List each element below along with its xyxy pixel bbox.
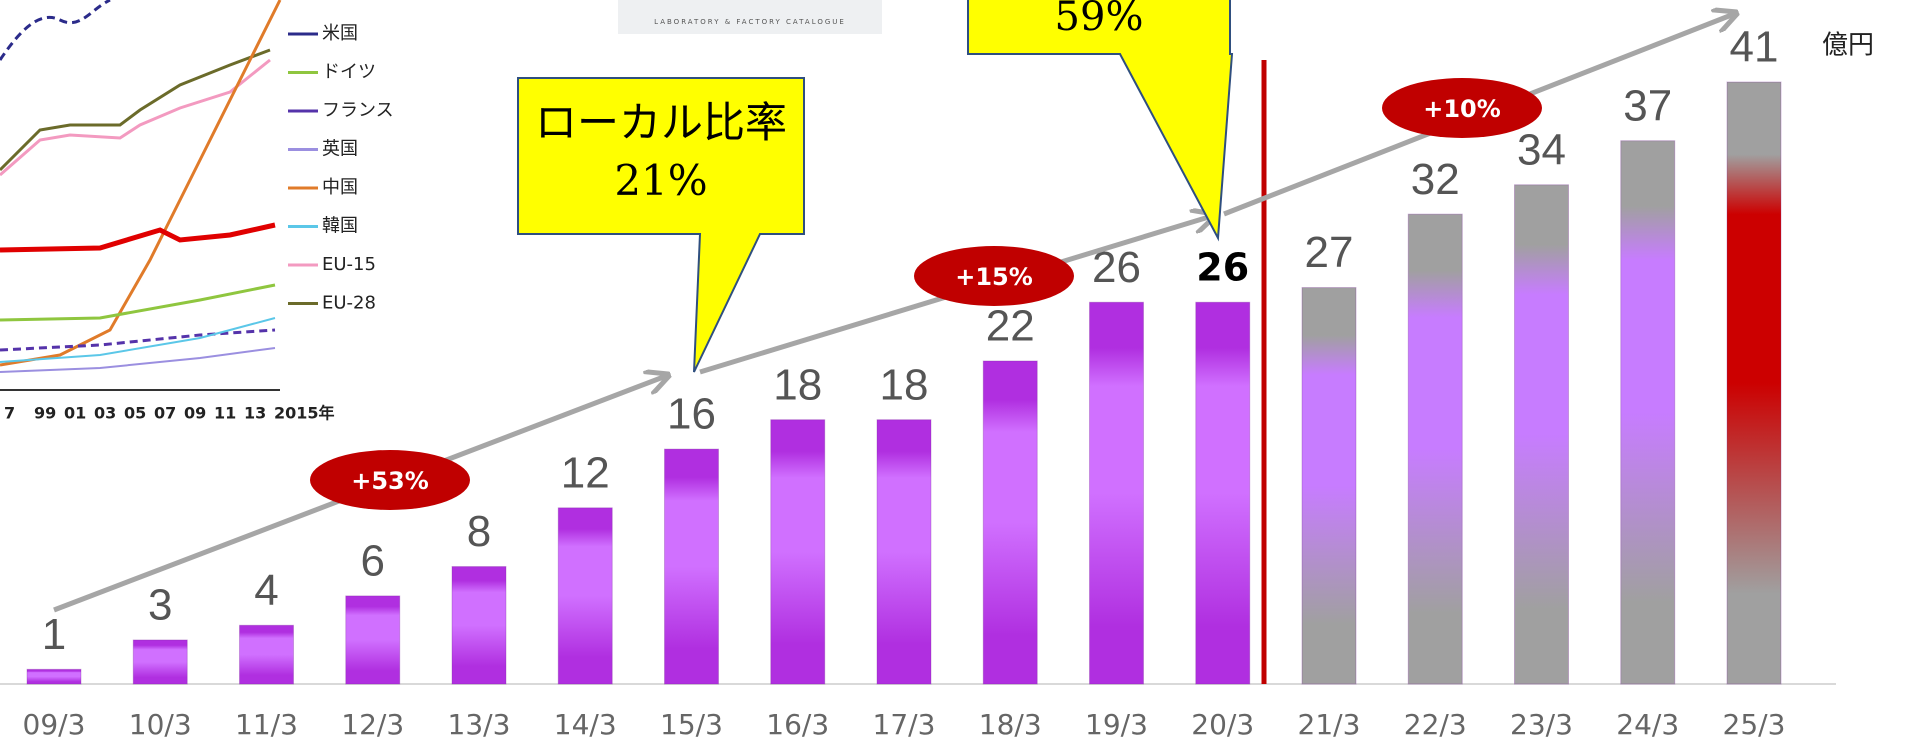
decoration — [0, 0, 111, 61]
bar — [664, 448, 719, 685]
decoration — [0, 48, 271, 172]
callout-text: ローカル比率 — [535, 98, 787, 147]
legend-label: EU-15 — [322, 254, 376, 275]
inset-x-tick: 07 — [154, 404, 176, 423]
growth-badge — [1382, 78, 1542, 138]
growth-label: +10% — [1423, 95, 1501, 123]
bar — [1514, 184, 1569, 685]
value-label: 22 — [986, 302, 1035, 351]
value-label: 8 — [467, 507, 491, 556]
inset-x-tick: 05 — [124, 404, 146, 423]
x-tick-label: 22/3 — [1404, 708, 1467, 741]
x-tick-label: 25/3 — [1723, 708, 1786, 741]
x-tick-label: 11/3 — [235, 708, 298, 741]
x-tick-label: 17/3 — [873, 708, 936, 741]
value-label: 6 — [361, 537, 385, 586]
growth-label: +53% — [351, 467, 429, 495]
decoration — [0, 328, 276, 352]
bar — [132, 639, 188, 685]
callout-text: 59% — [1055, 0, 1144, 40]
value-label: 27 — [1305, 228, 1354, 277]
growth-badge — [914, 246, 1074, 306]
x-tick-label: 20/3 — [1191, 708, 1254, 741]
value-label: 41 — [1730, 23, 1779, 72]
growth-label: +15% — [955, 263, 1033, 291]
value-label: 34 — [1517, 125, 1566, 174]
inset-x-tick: 09 — [184, 404, 206, 423]
legend-label: 米国 — [322, 23, 358, 44]
bar — [1407, 213, 1463, 685]
decoration — [0, 283, 276, 322]
x-tick-label: 12/3 — [341, 708, 404, 741]
inset-x-tick: 2015年 — [274, 404, 335, 423]
value-label: 16 — [667, 390, 716, 439]
value-label: 18 — [880, 360, 929, 409]
bar — [1301, 287, 1357, 685]
decoration — [0, 222, 276, 253]
catalogue-image — [618, 0, 882, 34]
bar — [982, 360, 1038, 685]
value-label: 18 — [773, 360, 822, 409]
legend-label: EU-28 — [322, 293, 376, 314]
decoration — [0, 347, 276, 373]
legend-label: フランス — [322, 100, 394, 121]
legend-label: 韓国 — [322, 216, 358, 237]
bar — [1726, 81, 1782, 685]
bar — [1620, 140, 1676, 685]
callout — [517, 77, 805, 373]
x-tick-label: 14/3 — [554, 708, 617, 741]
bar — [876, 419, 932, 685]
bar — [770, 419, 826, 685]
legend-label: ドイツ — [322, 62, 376, 83]
x-tick-label: 19/3 — [1085, 708, 1148, 741]
bar — [345, 595, 401, 685]
decoration — [0, 0, 282, 367]
inset-x-tick: 11 — [214, 404, 236, 423]
x-tick-label: 10/3 — [129, 708, 192, 741]
inset-x-tick: 13 — [244, 404, 266, 423]
x-tick-label: 18/3 — [979, 708, 1042, 741]
growth-badge — [310, 450, 470, 510]
inset-x-tick: 7 — [4, 404, 15, 423]
value-label: 1 — [42, 610, 66, 659]
inset-x-tick: 01 — [64, 404, 86, 423]
callout — [967, 0, 1234, 242]
value-label: 12 — [561, 448, 610, 497]
value-label: 37 — [1623, 81, 1672, 130]
x-tick-label: 24/3 — [1616, 708, 1679, 741]
x-tick-label: 09/3 — [23, 708, 86, 741]
legend-label: 英国 — [322, 139, 358, 160]
legend-label: 中国 — [322, 177, 358, 198]
bar — [451, 566, 507, 685]
x-tick-label: 23/3 — [1510, 708, 1573, 741]
callout-text: 21% — [614, 156, 707, 205]
x-tick-label: 13/3 — [448, 708, 511, 741]
value-label: 26 — [1196, 246, 1249, 290]
bar — [26, 668, 82, 685]
x-tick-label: 21/3 — [1298, 708, 1361, 741]
value-label: 3 — [148, 581, 172, 630]
bar — [557, 507, 613, 685]
decoration — [0, 317, 276, 363]
inset-x-tick: 99 — [34, 404, 56, 423]
x-tick-label: 15/3 — [660, 708, 723, 741]
value-label: 32 — [1411, 155, 1460, 204]
value-label: 4 — [254, 566, 278, 615]
bar — [1195, 301, 1251, 685]
unit-label: 億円 — [1822, 31, 1874, 61]
catalogue-text: LABORATORY & FACTORY CATALOGUE — [654, 18, 846, 26]
bar — [1089, 301, 1144, 685]
bar — [239, 624, 294, 685]
x-tick-label: 16/3 — [766, 708, 829, 741]
decoration — [0, 58, 271, 177]
inset-x-tick: 03 — [94, 404, 116, 423]
